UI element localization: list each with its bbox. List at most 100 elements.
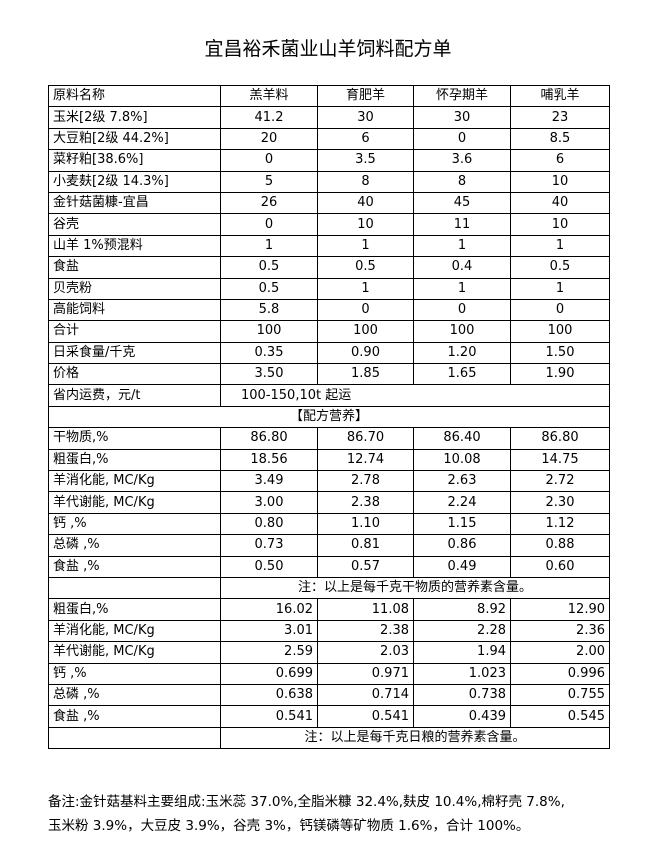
value-cell: 18.56 bbox=[220, 448, 318, 472]
value-cell: 0.996 bbox=[510, 662, 610, 685]
value-cell: 5 bbox=[220, 170, 318, 193]
row-label: 山羊 1%预混料 bbox=[48, 234, 221, 258]
table-row: 钙 ,% 0.699 0.971 1.023 0.996 bbox=[48, 662, 610, 685]
table-row: 大豆粕[2级 44.2%] 20 6 0 8.5 bbox=[48, 127, 610, 151]
header-row: 原料名称 羔羊料 育肥羊 怀孕期羊 哺乳羊 bbox=[48, 84, 610, 108]
value-cell: 2.38 bbox=[317, 491, 414, 514]
value-cell: 1.50 bbox=[510, 341, 610, 365]
value-cell: 1.12 bbox=[510, 512, 610, 536]
row-label: 金针菇菌糠-宜昌 bbox=[48, 191, 221, 215]
row-label: 粗蛋白,% bbox=[48, 448, 221, 472]
section-header-row: 【配方营养】 bbox=[48, 405, 610, 429]
value-cell: 2.30 bbox=[510, 491, 610, 514]
value-cell: 0.4 bbox=[413, 256, 511, 279]
value-cell: 0.755 bbox=[510, 683, 610, 707]
value-cell: 3.49 bbox=[220, 470, 318, 493]
value-cell: 0.5 bbox=[317, 256, 414, 279]
remarks-line-2: 玉米粉 3.9%，大豆皮 3.9%，谷壳 3%，钙镁磷等矿物质 1.6%，合计 … bbox=[48, 818, 530, 834]
section-header: 【配方营养】 bbox=[48, 405, 610, 429]
value-cell: 8 bbox=[413, 170, 511, 193]
value-cell: 40 bbox=[510, 191, 610, 215]
value-cell: 0.5 bbox=[510, 256, 610, 279]
table-row: 高能饲料 5.8 0 0 0 bbox=[48, 298, 610, 322]
value-cell: 1.65 bbox=[413, 363, 511, 386]
row-label: 菜籽粕[38.6%] bbox=[48, 149, 221, 172]
value-cell: 2.38 bbox=[317, 619, 414, 643]
value-cell: 12.74 bbox=[317, 448, 414, 472]
value-cell: 0.541 bbox=[220, 705, 318, 728]
row-label: 贝壳粉 bbox=[48, 277, 221, 300]
value-cell: 10.08 bbox=[413, 448, 511, 472]
row-label: 干物质,% bbox=[48, 427, 221, 450]
value-cell: 100 bbox=[413, 320, 511, 343]
value-cell: 30 bbox=[317, 106, 414, 129]
table-row: 粗蛋白,% 18.56 12.74 10.08 14.75 bbox=[48, 448, 610, 472]
table-row: 金针菇菌糠-宜昌 26 40 45 40 bbox=[48, 191, 610, 215]
value-cell: 1 bbox=[413, 234, 511, 258]
page-title: 宜昌裕禾菌业山羊饲料配方单 bbox=[204, 38, 452, 60]
value-cell: 45 bbox=[413, 191, 511, 215]
row-label: 高能饲料 bbox=[48, 298, 221, 322]
table-row: 总磷 ,% 0.73 0.81 0.86 0.88 bbox=[48, 534, 610, 557]
value-cell: 0.90 bbox=[317, 341, 414, 365]
table-row: 玉米[2级 7.8%] 41.2 30 30 23 bbox=[48, 106, 610, 129]
value-cell: 0.57 bbox=[317, 555, 414, 578]
value-cell: 0.73 bbox=[220, 534, 318, 557]
row-label: 粗蛋白,% bbox=[48, 598, 221, 621]
value-cell: 86.80 bbox=[220, 427, 318, 450]
value-cell: 12.90 bbox=[510, 598, 610, 621]
table-row: 价格 3.50 1.85 1.65 1.90 bbox=[48, 363, 610, 386]
value-cell: 0.35 bbox=[220, 341, 318, 365]
value-cell: 0.50 bbox=[220, 555, 318, 578]
value-cell: 26 bbox=[220, 191, 318, 215]
row-label: 食盐 ,% bbox=[48, 705, 221, 728]
table-row: 小麦麸[2级 14.3%] 5 8 8 10 bbox=[48, 170, 610, 193]
value-cell: 0.541 bbox=[317, 705, 414, 728]
table-row: 羊代谢能, MC/Kg 3.00 2.38 2.24 2.30 bbox=[48, 491, 610, 514]
value-cell: 6 bbox=[510, 149, 610, 172]
value-cell: 1.90 bbox=[510, 363, 610, 386]
value-cell: 0.81 bbox=[317, 534, 414, 557]
remarks-line-1: 备注:金针菇基料主要组成:玉米蕊 37.0%,全脂米糠 32.4%,麸皮 10.… bbox=[48, 794, 565, 810]
value-cell: 3.50 bbox=[220, 363, 318, 386]
value-cell: 1 bbox=[413, 277, 511, 300]
value-cell: 2.28 bbox=[413, 619, 511, 643]
value-cell: 1.94 bbox=[413, 641, 511, 664]
row-label: 玉米[2级 7.8%] bbox=[48, 106, 221, 129]
value-cell: 3.5 bbox=[317, 149, 414, 172]
value-cell: 0.714 bbox=[317, 683, 414, 707]
value-cell: 30 bbox=[413, 106, 511, 129]
value-cell: 0.439 bbox=[413, 705, 511, 728]
table-row: 合计 100 100 100 100 bbox=[48, 320, 610, 343]
empty-cell bbox=[48, 576, 221, 600]
value-cell: 1 bbox=[510, 234, 610, 258]
value-cell: 0 bbox=[220, 213, 318, 236]
value-cell: 2.78 bbox=[317, 470, 414, 493]
value-cell: 1.20 bbox=[413, 341, 511, 365]
row-label: 总磷 ,% bbox=[48, 534, 221, 557]
column-header: 原料名称 bbox=[48, 84, 221, 108]
value-cell: 0.60 bbox=[510, 555, 610, 578]
row-label: 日采食量/千克 bbox=[48, 341, 221, 365]
table-row: 食盐 0.5 0.5 0.4 0.5 bbox=[48, 256, 610, 279]
table-row: 羊代谢能, MC/Kg 2.59 2.03 1.94 2.00 bbox=[48, 641, 610, 664]
value-cell: 10 bbox=[317, 213, 414, 236]
value-cell: 8.5 bbox=[510, 127, 610, 151]
value-cell: 0.49 bbox=[413, 555, 511, 578]
value-cell: 0.88 bbox=[510, 534, 610, 557]
value-cell: 1 bbox=[317, 234, 414, 258]
value-cell: 2.72 bbox=[510, 470, 610, 493]
value-cell: 86.40 bbox=[413, 427, 511, 450]
value-cell: 14.75 bbox=[510, 448, 610, 472]
value-cell: 1.10 bbox=[317, 512, 414, 536]
value-cell: 0 bbox=[317, 298, 414, 322]
value-cell: 40 bbox=[317, 191, 414, 215]
table-row: 羊消化能, MC/Kg 3.01 2.38 2.28 2.36 bbox=[48, 619, 610, 643]
row-label: 总磷 ,% bbox=[48, 683, 221, 707]
value-cell: 0 bbox=[510, 298, 610, 322]
value-cell: 0.545 bbox=[510, 705, 610, 728]
row-label: 羊代谢能, MC/Kg bbox=[48, 641, 221, 664]
table-row: 谷壳 0 10 11 10 bbox=[48, 213, 610, 236]
row-label: 小麦麸[2级 14.3%] bbox=[48, 170, 221, 193]
row-label: 钙 ,% bbox=[48, 512, 221, 536]
